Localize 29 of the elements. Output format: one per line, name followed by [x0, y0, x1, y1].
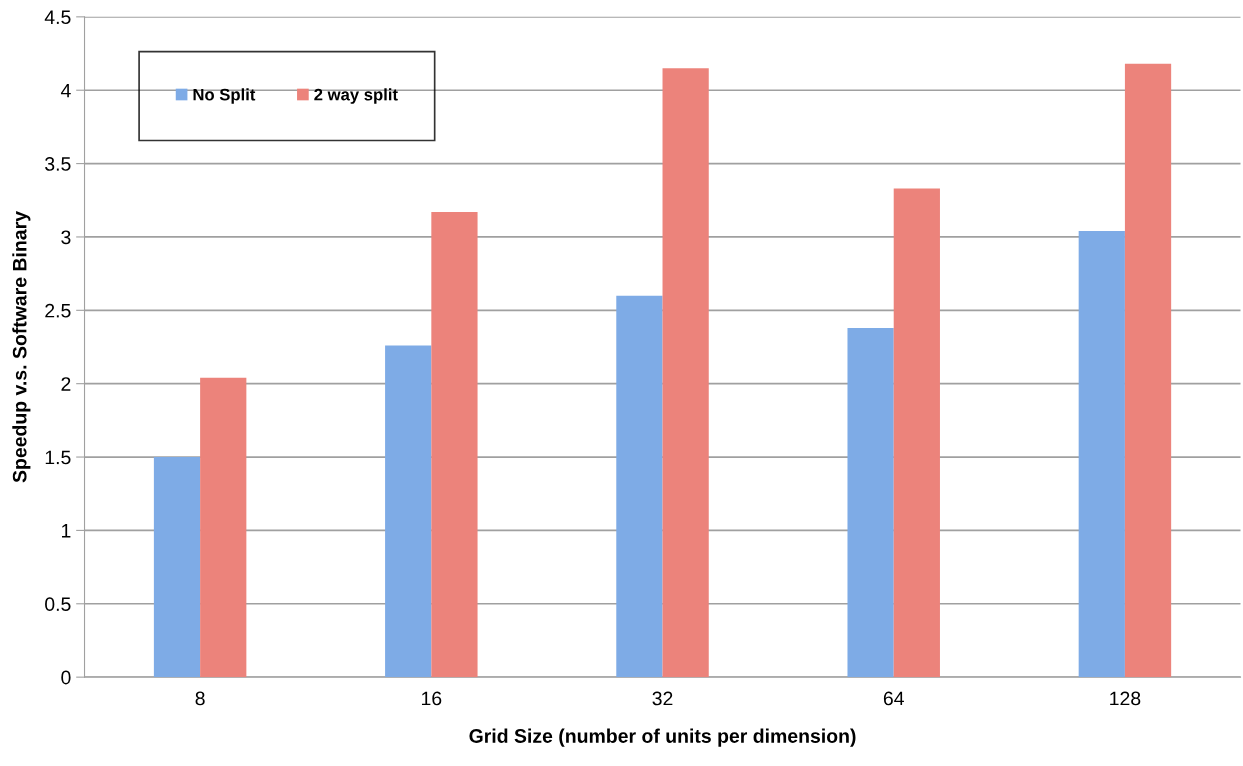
legend-label: 2 way split — [314, 88, 398, 104]
y-tick-label: 1.5 — [45, 450, 71, 465]
y-tick-label: 4.5 — [44, 10, 71, 25]
bar — [1078, 231, 1125, 678]
bar — [200, 377, 247, 678]
x-axis-title: Grid Size (number of units per dimension) — [469, 728, 856, 747]
x-tick-label: 16 — [421, 691, 442, 706]
y-tick-label: 4 — [60, 83, 71, 98]
x-tick-label: 32 — [652, 691, 673, 706]
legend-label: No Split — [193, 88, 256, 104]
bar — [616, 295, 663, 678]
y-tick-label: 0 — [61, 670, 71, 685]
x-tick-label: 8 — [195, 691, 205, 706]
x-tick-label: 128 — [1110, 691, 1141, 706]
bar — [431, 212, 478, 678]
bar — [153, 457, 201, 678]
bar — [385, 345, 432, 678]
bar — [662, 68, 709, 678]
bar — [847, 327, 894, 678]
y-tick-label: 3.5 — [45, 157, 71, 171]
y-tick-label: 1 — [62, 524, 71, 538]
x-tick-label: 64 — [883, 691, 904, 706]
y-tick-label: 2.5 — [45, 303, 71, 318]
y-axis-title: Speedup v.s. Software Binary — [12, 211, 31, 483]
bar — [893, 188, 940, 678]
bar — [1124, 63, 1172, 678]
y-tick-label: 3 — [61, 230, 71, 245]
y-tick-label: 0.5 — [45, 597, 71, 612]
y-tick-label: 2 — [61, 377, 71, 391]
